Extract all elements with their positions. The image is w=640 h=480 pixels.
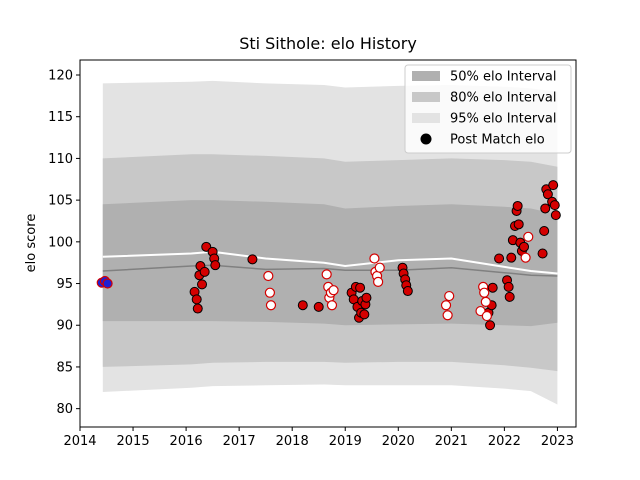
- legend-box: [404, 64, 572, 154]
- x-tick-label: 2020: [382, 434, 415, 449]
- win-point: [297, 300, 308, 311]
- win-point: [540, 203, 551, 214]
- win-point: [519, 241, 530, 252]
- win-point: [537, 248, 548, 259]
- win-point: [549, 200, 560, 211]
- loss-point: [265, 300, 277, 311]
- legend-marker: [420, 133, 432, 145]
- loss-point: [369, 253, 380, 264]
- legend-label: 80% elo Interval: [450, 91, 557, 106]
- win-point: [199, 266, 210, 277]
- legend-swatch: [412, 113, 440, 123]
- win-point: [513, 219, 524, 230]
- plot-area: [79, 59, 577, 428]
- loss-point: [442, 310, 453, 321]
- win-point: [504, 291, 515, 302]
- mean-line: [102, 250, 558, 275]
- loss-point: [373, 276, 384, 287]
- win-point: [197, 279, 208, 290]
- win-point: [402, 286, 413, 297]
- loss-point: [326, 300, 338, 311]
- x-tick-label: 2023: [541, 434, 574, 449]
- x-tick-label: 2022: [488, 434, 521, 449]
- win-point: [542, 189, 553, 200]
- x-tick-label: 2021: [435, 434, 468, 449]
- win-point: [313, 301, 324, 312]
- y-tick-label: 110: [48, 152, 73, 167]
- loss-point: [444, 290, 455, 302]
- win-point: [192, 303, 203, 314]
- legend-label: 95% elo Interval: [450, 112, 557, 127]
- loss-point: [264, 287, 276, 298]
- win-point: [548, 180, 559, 191]
- loss-point: [523, 231, 534, 242]
- y-tick-label: 85: [56, 360, 73, 375]
- x-tick-label: 2016: [170, 434, 203, 449]
- legend: 50% elo Interval 80% elo Interval 95% elo …: [404, 64, 572, 154]
- win-point: [503, 281, 514, 292]
- win-point: [210, 260, 221, 271]
- win-point: [494, 253, 505, 264]
- loss-point: [263, 270, 274, 282]
- x-axis: 2014 2015 2016 2017 2018 2019 2020 2021 2022 2023: [63, 427, 574, 449]
- chart-title: Sti Sithole: elo History: [239, 34, 417, 53]
- y-axis: 80 85 90 95 100 105 110 115 120: [48, 69, 80, 417]
- y-tick-label: 105: [48, 194, 73, 209]
- y-tick-label: 95: [56, 277, 73, 292]
- y-tick-label: 120: [48, 69, 73, 84]
- win-point: [512, 200, 523, 211]
- win-point: [359, 309, 370, 320]
- win-point: [355, 282, 366, 293]
- initial-point: [102, 278, 113, 289]
- win-point: [487, 282, 498, 293]
- win-point: [247, 254, 258, 265]
- legend-swatch: [412, 71, 440, 81]
- y-tick-label: 115: [48, 110, 73, 125]
- win-point: [485, 320, 496, 331]
- win-point: [506, 252, 517, 263]
- loss-point: [480, 296, 491, 307]
- loss-point: [328, 285, 339, 296]
- y-tick-label: 90: [56, 319, 73, 334]
- x-tick-label: 2015: [117, 434, 150, 449]
- win-point: [550, 210, 561, 221]
- median-line: [102, 264, 558, 277]
- loss-point: [520, 252, 531, 263]
- loss-point: [479, 287, 490, 298]
- loss-point: [440, 300, 452, 311]
- x-tick-label: 2019: [329, 434, 362, 449]
- legend-label: Post Match elo: [450, 133, 545, 148]
- x-tick-label: 2017: [223, 434, 256, 449]
- x-tick-label: 2014: [63, 434, 96, 449]
- y-tick-label: 80: [56, 402, 73, 417]
- win-point: [539, 225, 550, 236]
- plot-frame: [79, 59, 577, 428]
- loss-point: [481, 310, 492, 322]
- win-point: [361, 292, 372, 303]
- win-point: [191, 294, 202, 305]
- loss-point: [374, 262, 385, 273]
- legend-swatch: [412, 92, 440, 102]
- x-tick-label: 2018: [276, 434, 309, 449]
- y-axis-label: elo score: [24, 214, 39, 273]
- legend-label: 50% elo Interval: [450, 70, 557, 85]
- y-tick-label: 100: [48, 235, 73, 250]
- loss-point: [321, 269, 332, 280]
